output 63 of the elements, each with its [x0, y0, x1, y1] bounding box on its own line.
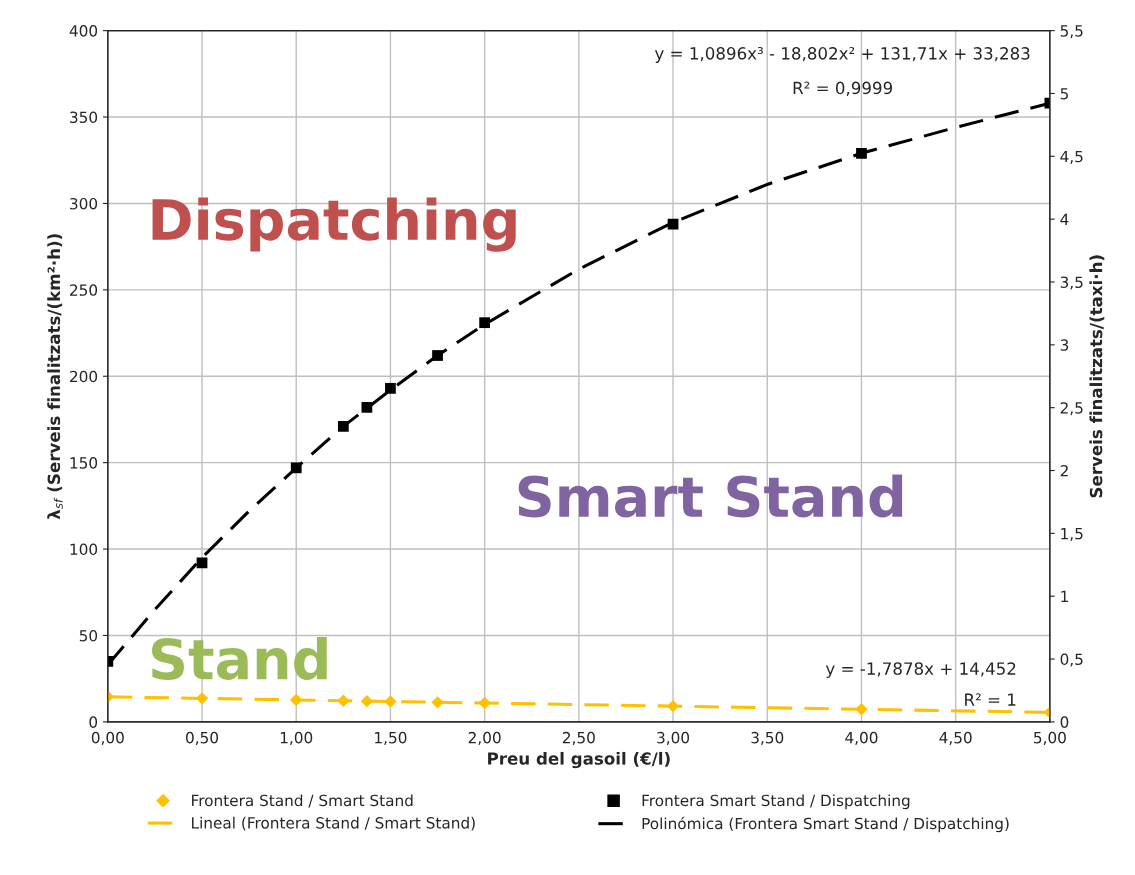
legend-label: Frontera Stand / Smart Stand [192, 794, 413, 808]
y-tick-label: 250 [70, 284, 98, 296]
point [432, 350, 443, 361]
point [290, 693, 303, 707]
annotation: y = -1,7878x + 14,452 [825, 662, 1016, 679]
y2-tick-label: 4 [1060, 213, 1069, 225]
point [431, 696, 444, 709]
annotation: y = 1,0896x³ - 18,802x² + 131,71x + 33,283 [654, 47, 1030, 63]
y2-tick-label: 4,5 [1060, 150, 1083, 164]
legend-label: Frontera Smart Stand / Dispatching [642, 794, 910, 810]
x-tick-label: 5,00 [1034, 731, 1066, 745]
y-tick-label: 350 [70, 111, 98, 124]
legend-label: Polinómica (Frontera Smart Stand / Dispatching) [642, 816, 1009, 833]
y-tick-label: 200 [70, 370, 98, 383]
point [337, 420, 349, 432]
y-tick-label: 0 [89, 716, 98, 728]
y2-axis-title: Serveis finalitzats/(taxi·h) [1089, 255, 1105, 498]
annotation: Dispatching [152, 197, 516, 252]
annotation: Stand [152, 637, 327, 680]
x-tick-label: 4,50 [939, 731, 972, 745]
y2-tick-label: 0 [1060, 716, 1069, 728]
point [856, 147, 867, 159]
y2-tick-label: 0,5 [1060, 653, 1083, 667]
y2-tick-label: 5 [1060, 88, 1068, 100]
y-tick-label: 400 [69, 25, 98, 37]
annotation: R² = 0,9999 [793, 81, 893, 96]
x-axis-title: Preu del gasoil (€/l) [488, 751, 670, 769]
point [195, 692, 209, 705]
y2-tick-label: 2 [1060, 464, 1068, 477]
y-tick-label: 50 [79, 629, 98, 642]
x-tick-label: 2,00 [468, 731, 501, 745]
x-tick-label: 1,00 [280, 731, 313, 745]
point [667, 218, 679, 230]
y2-tick-label: 1 [1061, 590, 1068, 602]
point [384, 695, 397, 708]
y2-tick-label: 5,5 [1060, 25, 1083, 39]
x-tick-label: 4,00 [845, 731, 878, 745]
x-tick-label: 2,50 [562, 731, 595, 745]
y-tick-label: 100 [70, 543, 98, 556]
point [666, 699, 680, 713]
point [855, 703, 868, 716]
x-tick-label: 0,00 [91, 731, 124, 745]
point [385, 382, 396, 394]
x-tick-label: 0,50 [186, 731, 219, 745]
annotation: R² = 1 [965, 693, 1016, 706]
y2-tick-label: 2,5 [1060, 402, 1083, 416]
annotation: Smart Stand [518, 474, 903, 518]
x-tick-label: 1,50 [375, 731, 407, 745]
point [290, 462, 302, 474]
point [479, 317, 491, 329]
x-tick-label: 3,50 [751, 731, 784, 745]
y2-tick-label: 3 [1060, 339, 1069, 351]
y-tick-label: 150 [70, 457, 98, 469]
point [337, 694, 350, 707]
point [478, 696, 491, 710]
point [360, 694, 374, 708]
y-axis-title: λ$_{sf}$ (Serveis finalitzats/(km²·h)) [47, 234, 63, 520]
y2-tick-label: 3,5 [1060, 276, 1083, 290]
y2-tick-label: 1,5 [1061, 528, 1083, 541]
x-tick-label: 3,00 [657, 731, 690, 745]
legend-label: Lineal (Frontera Stand / Smart Stand) [192, 816, 475, 831]
point [361, 401, 373, 413]
y-tick-label: 300 [70, 197, 98, 210]
